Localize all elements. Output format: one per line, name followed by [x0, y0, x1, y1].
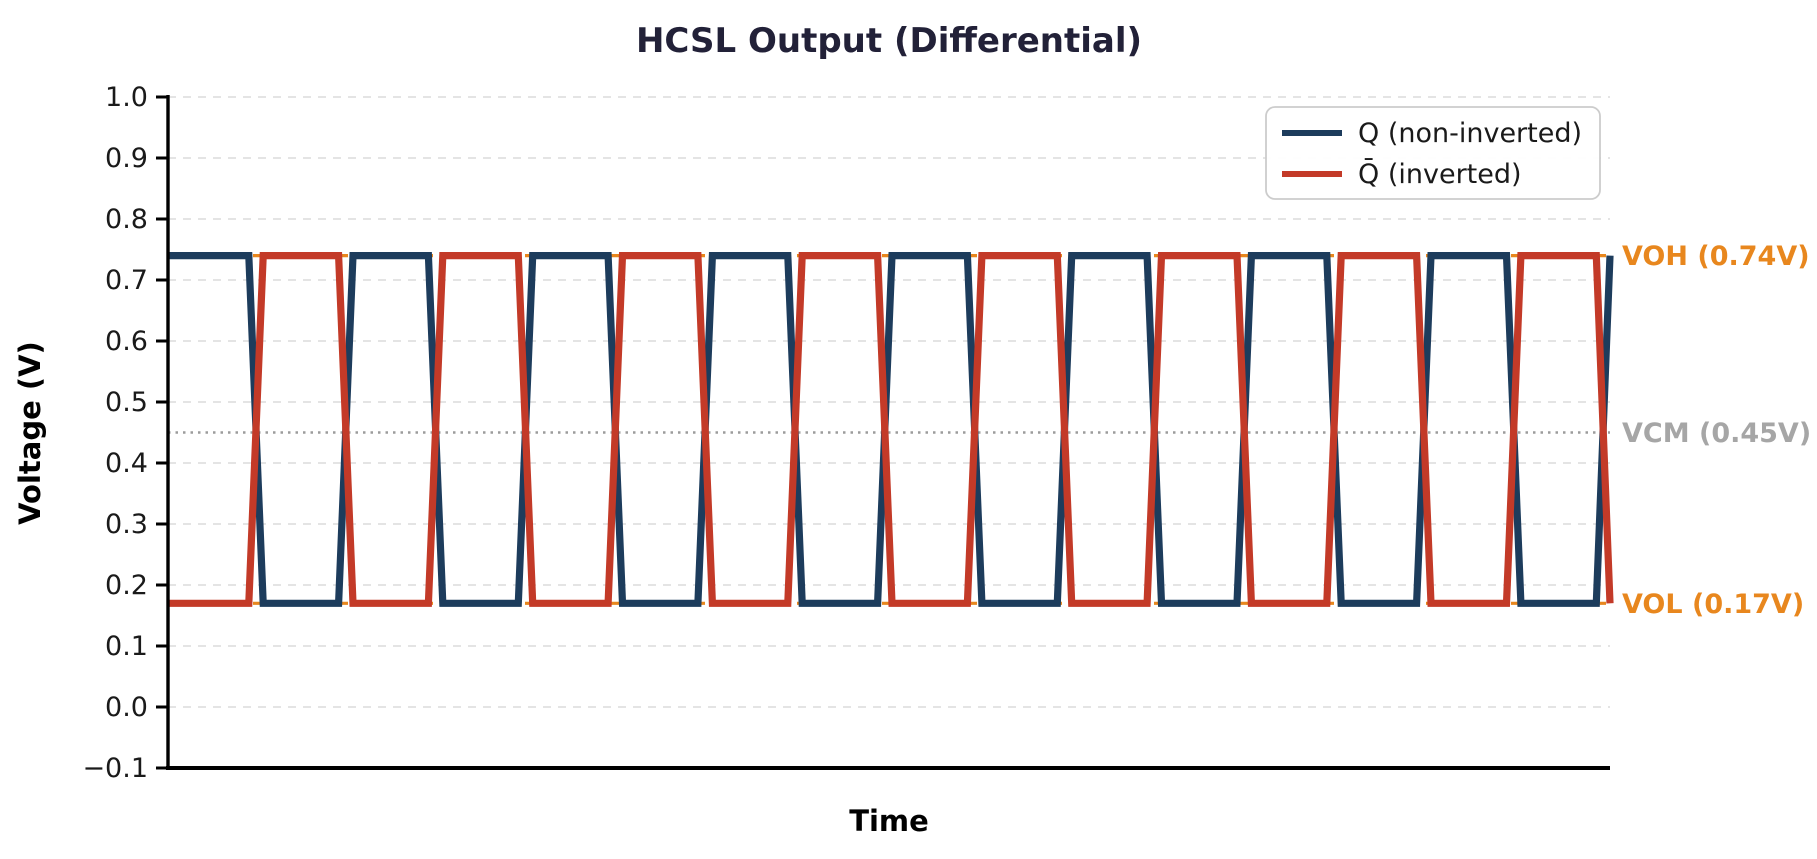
qbar-trace — [168, 252, 1614, 607]
chart-title: HCSL Output (Differential) — [636, 21, 1142, 61]
y-tick-label: 0.7 — [105, 265, 148, 296]
voh-annotation: VOH (0.74V) — [1622, 241, 1810, 272]
legend-label-q: Q (non-inverted) — [1358, 118, 1582, 149]
y-tick-marks-and-labels: −0.1 0.0 0.1 0.2 0.3 0.4 0.5 0.6 0.7 0.8 0.9 1.0 — [82, 82, 168, 784]
legend-box — [1265, 106, 1601, 200]
legend-label-qbar: Q̄ (inverted) — [1358, 158, 1522, 190]
y-tick-label: 0.8 — [105, 204, 148, 235]
vol-annotation: VOL (0.17V) — [1622, 589, 1804, 620]
vcm-annotation: VCM (0.45V) — [1622, 418, 1811, 449]
y-tick-label: 0.3 — [105, 509, 148, 540]
y-tick-label: 0.0 — [105, 692, 148, 723]
y-tick-label: 0.6 — [105, 326, 148, 357]
legend: Q (non-inverted) Q̄ (inverted) — [1265, 106, 1601, 200]
axes-spines — [166, 95, 1610, 770]
y-tick-label: 0.4 — [105, 448, 148, 479]
y-tick-label: 1.0 — [105, 82, 148, 113]
y-tick-label: 0.5 — [105, 387, 148, 418]
y-tick-label: 0.9 — [105, 143, 148, 174]
waveform-traces — [168, 252, 1614, 607]
y-axis-label: Voltage (V) — [13, 341, 47, 525]
x-axis-label: Time — [849, 804, 929, 838]
y-tick-label: −0.1 — [82, 753, 148, 784]
y-tick-label: 0.1 — [105, 631, 148, 662]
q-trace — [168, 252, 1614, 607]
y-tick-label: 0.2 — [105, 570, 148, 601]
